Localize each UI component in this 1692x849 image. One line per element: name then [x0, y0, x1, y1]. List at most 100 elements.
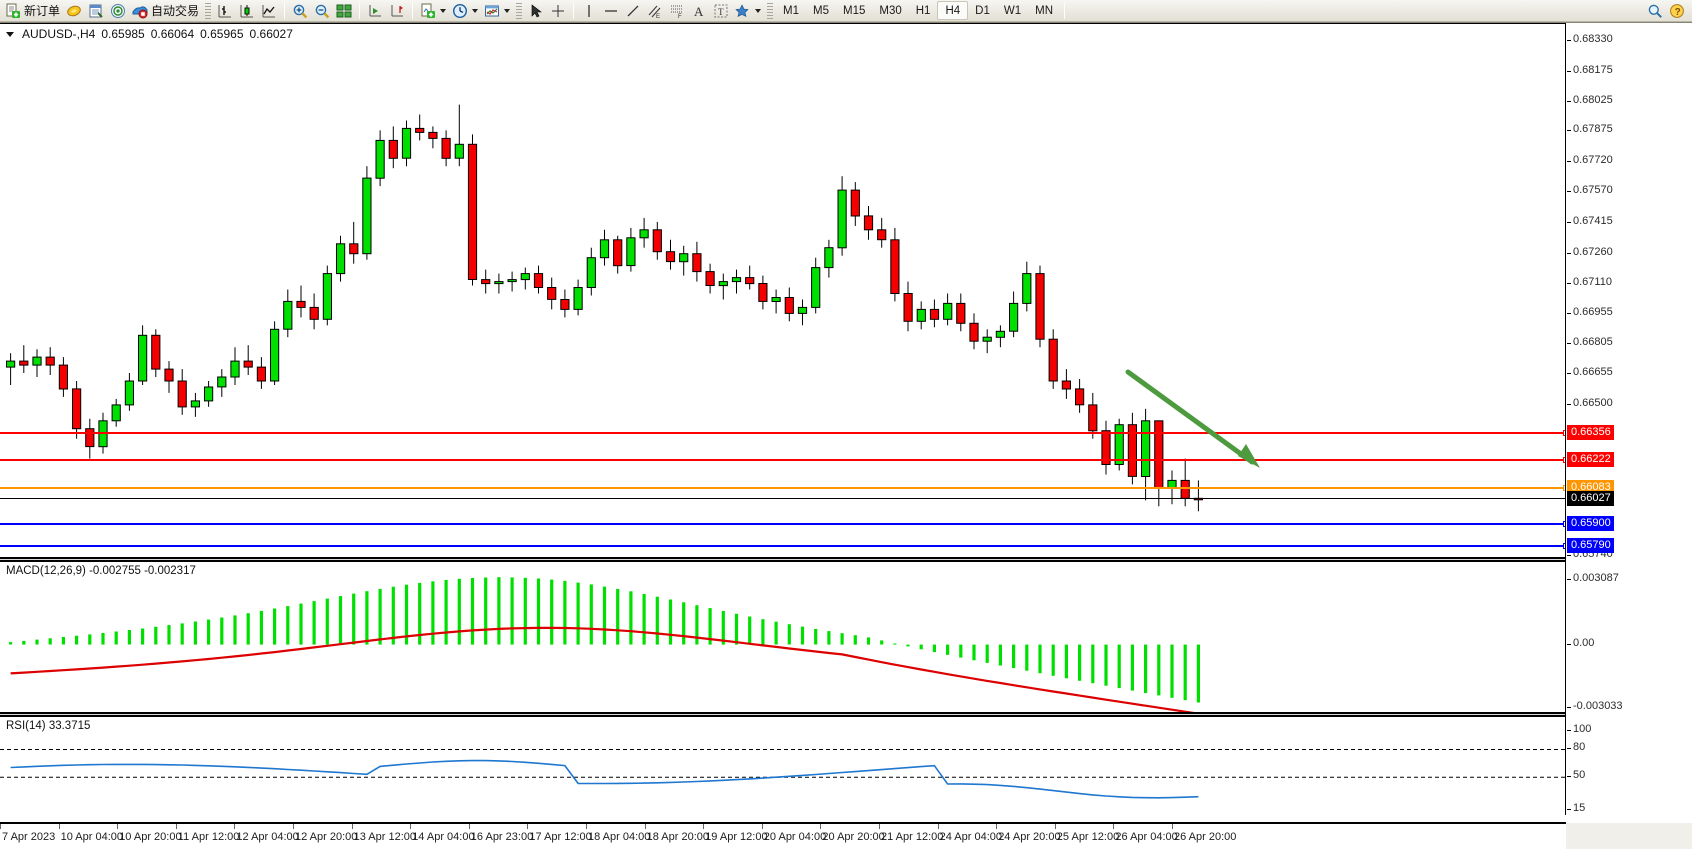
- bar-chart-button[interactable]: [214, 1, 236, 21]
- price-tick: [1567, 130, 1571, 132]
- search-icon: [1647, 3, 1663, 19]
- time-tick-label: 25 Apr 12:00: [1056, 831, 1120, 843]
- candlestick-chart-button[interactable]: [236, 1, 258, 21]
- terminal-button[interactable]: [85, 1, 107, 21]
- svg-text:E: E: [656, 14, 660, 19]
- tile-windows-button[interactable]: [333, 1, 355, 21]
- timeframe-d1[interactable]: D1: [975, 4, 990, 17]
- level-line-support-2[interactable]: [0, 543, 1566, 550]
- cursor-tool[interactable]: [525, 1, 547, 21]
- time-tick: [1113, 824, 1115, 829]
- timeframe-m1[interactable]: M1: [783, 4, 800, 17]
- toolbar-grip-1[interactable]: [205, 2, 212, 19]
- periods-button[interactable]: [449, 1, 481, 21]
- timeframe-m15[interactable]: M15: [843, 4, 866, 17]
- timeframe-h1[interactable]: H1: [915, 4, 931, 17]
- zoom-in-button[interactable]: [289, 1, 311, 21]
- auto-trading-button[interactable]: 自动交易: [129, 1, 202, 21]
- level-price-label-resistance-2[interactable]: 0.66222: [1567, 452, 1614, 468]
- templates-button[interactable]: [481, 1, 513, 21]
- shapes-tool[interactable]: [732, 1, 764, 21]
- level-handle-pivot-orange[interactable]: [1563, 484, 1566, 491]
- text-tool[interactable]: A: [688, 1, 710, 21]
- shapes-icon: [735, 3, 751, 19]
- line-chart-button[interactable]: [258, 1, 280, 21]
- trendline-tool[interactable]: [622, 1, 644, 21]
- auto-trading-icon: [132, 3, 148, 19]
- pane-separator-2[interactable]: [0, 713, 1566, 716]
- timeframe-h4[interactable]: H4: [937, 1, 969, 20]
- charts-button[interactable]: [63, 1, 85, 21]
- level-handle-support-2[interactable]: [1563, 543, 1566, 550]
- label-tool[interactable]: T: [710, 1, 732, 21]
- timeframe-m5[interactable]: M5: [813, 4, 829, 17]
- indicators-button[interactable]: [417, 1, 449, 21]
- time-axis[interactable]: 7 Apr 2023 10 Apr 04:00 10 Apr 20:00 11 Apr…: [0, 823, 1566, 849]
- level-line-support-1[interactable]: [0, 521, 1566, 528]
- help-button[interactable]: ?: [1666, 1, 1688, 21]
- down-trend-arrow[interactable]: [1120, 364, 1280, 494]
- time-tick-label: 10 Apr 20:00: [119, 831, 182, 843]
- new-order-button[interactable]: 新订单: [2, 1, 63, 21]
- time-tick-label: 26 Apr 04:00: [1115, 831, 1178, 843]
- fibonacci-tool[interactable]: F: [666, 1, 688, 21]
- toolbar-grip-3[interactable]: [767, 2, 774, 19]
- timeframe-w1[interactable]: W1: [1003, 4, 1022, 17]
- chart-shift-button[interactable]: [386, 1, 408, 21]
- macd-tick-label: -0.003033: [1573, 700, 1623, 712]
- quote-high: 0.66064: [150, 27, 195, 41]
- level-handle-support-1[interactable]: [1563, 521, 1566, 528]
- time-tick-label: 13 Apr 12:00: [353, 831, 416, 843]
- time-tick: [996, 824, 998, 829]
- time-tick-label: 20 Apr 20:00: [822, 831, 885, 843]
- chart-window[interactable]: AUDUSD-,H4 0.65985 0.66064 0.65965 0.660…: [0, 22, 1692, 849]
- level-price-label-current-price[interactable]: 0.66027: [1567, 490, 1614, 506]
- level-line-pivot-orange[interactable]: [0, 484, 1566, 491]
- time-tick-label: 24 Apr 20:00: [998, 831, 1061, 843]
- equidistant-channel-tool[interactable]: E: [644, 1, 666, 21]
- chevron-down-icon[interactable]: [504, 8, 511, 13]
- timeframe-m30[interactable]: M30: [879, 4, 902, 17]
- chevron-down-icon[interactable]: [755, 8, 762, 13]
- pane-separator-1[interactable]: [0, 558, 1566, 561]
- time-tick-label: 16 Apr 23:00: [470, 831, 534, 843]
- price-tick: [1567, 252, 1571, 254]
- signals-button[interactable]: [107, 1, 129, 21]
- level-line-resistance-2[interactable]: [0, 457, 1566, 464]
- price-pane[interactable]: AUDUSD-,H4 0.65985 0.66064 0.65965 0.660…: [0, 23, 1566, 558]
- candlestick-chart-icon: [239, 3, 255, 19]
- main-toolbar: 新订单: [0, 0, 1692, 22]
- symbol-dropdown-icon[interactable]: [6, 31, 14, 37]
- level-line-resistance-1[interactable]: [0, 430, 1566, 437]
- level-price-label-support-1[interactable]: 0.65900: [1567, 516, 1614, 532]
- time-tick: [58, 824, 60, 829]
- rsi-pane[interactable]: RSI(14) 33.3715: [0, 716, 1566, 823]
- timeframe-mn[interactable]: MN: [1035, 4, 1053, 17]
- time-tick: [1172, 824, 1173, 829]
- search-button[interactable]: [1644, 1, 1666, 21]
- horizontal-line-tool[interactable]: [600, 1, 622, 21]
- new-order-label: 新订单: [24, 4, 61, 18]
- svg-text:T: T: [718, 7, 724, 17]
- level-line-current-price[interactable]: [0, 497, 1566, 499]
- toolbar-grip-2[interactable]: [516, 2, 523, 19]
- chevron-down-icon[interactable]: [472, 8, 479, 13]
- symbol-label: AUDUSD-,H4: [22, 27, 96, 41]
- price-tick-label: 0.67720: [1573, 154, 1613, 167]
- zoom-out-button[interactable]: [311, 1, 333, 21]
- auto-scroll-button[interactable]: [364, 1, 386, 21]
- level-handle-resistance-2[interactable]: [1563, 457, 1566, 464]
- macd-pane[interactable]: MACD(12,26,9) -0.002755 -0.002317: [0, 561, 1566, 713]
- help-icon: ?: [1669, 3, 1685, 19]
- chevron-down-icon[interactable]: [440, 8, 447, 13]
- rsi-tick-label: 15: [1573, 801, 1586, 814]
- level-handle-resistance-1[interactable]: [1563, 430, 1566, 437]
- crosshair-tool[interactable]: [547, 1, 569, 21]
- time-tick-label: 14 Apr 04:00: [412, 831, 475, 843]
- price-axis[interactable]: 0.68330 0.68175 0.68025 0.67875 0.67720 0.675…: [1567, 23, 1692, 823]
- level-price-label-support-2[interactable]: 0.65790: [1567, 538, 1614, 554]
- time-tick-label: 21 Apr 12:00: [881, 831, 944, 843]
- level-price-label-resistance-1[interactable]: 0.66356: [1567, 425, 1614, 441]
- rsi-tick: [1567, 776, 1571, 778]
- vertical-line-tool[interactable]: [578, 1, 600, 21]
